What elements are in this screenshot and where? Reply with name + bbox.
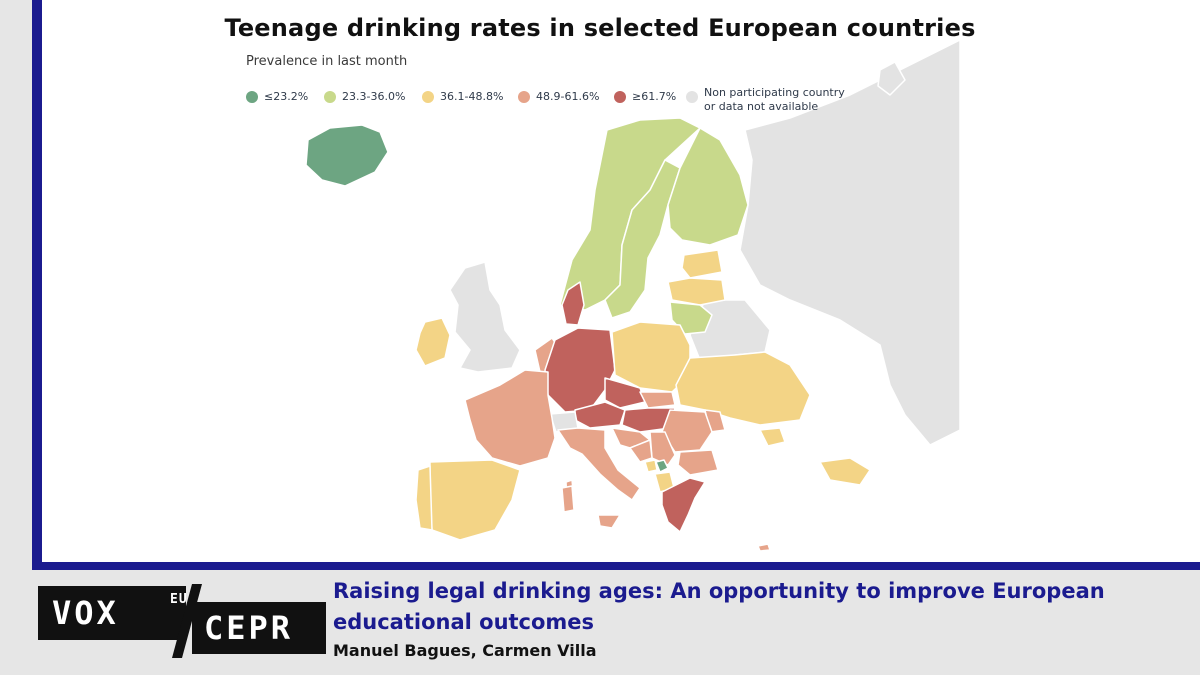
- legend-label: ≤23.2%: [264, 90, 309, 103]
- legend-item-2: 23.3-36.0%: [324, 86, 405, 104]
- region-ireland: [415, 317, 451, 367]
- region-cyprus: [757, 543, 771, 552]
- region-ukraine: [675, 351, 811, 426]
- voxeu-logo[interactable]: VOX EU: [38, 586, 188, 640]
- legend-label: 36.1-48.8%: [440, 90, 504, 103]
- region-united-kingdom: [449, 261, 521, 373]
- legend-item-1: ≤23.2%: [246, 86, 308, 104]
- legend-swatch: [422, 91, 434, 103]
- legend-label: 48.9-61.6%: [536, 90, 600, 103]
- region-turkey: [819, 457, 871, 486]
- region-france: [464, 369, 556, 467]
- legend-item-5: ≥61.7%: [614, 86, 676, 104]
- legend-swatch: [324, 91, 336, 103]
- cepr-logo[interactable]: CEPR: [192, 602, 326, 654]
- logo-eu-text: EU: [170, 592, 188, 607]
- region-finland: [667, 127, 749, 246]
- region-greece: [661, 477, 706, 533]
- map-title: Teenage drinking rates in selected Europ…: [224, 14, 976, 42]
- legend-swatch: [614, 91, 626, 103]
- legend-label: ≥61.7%: [632, 90, 677, 103]
- article-title[interactable]: Raising legal drinking ages: An opportun…: [333, 579, 1105, 634]
- region-iceland: [305, 124, 389, 187]
- region-montenegro: [644, 459, 658, 473]
- logo-cepr-text: CEPR: [204, 609, 294, 647]
- region-kosovo: [655, 459, 669, 473]
- legend-item-6: Non participating country or data not av…: [686, 86, 854, 114]
- legend-item-4: 48.9-61.6%: [518, 86, 599, 104]
- legend-swatch: [518, 91, 530, 103]
- region-denmark: [561, 281, 585, 326]
- region-sweden: [604, 159, 681, 319]
- logo-vox-text: VOX: [52, 594, 119, 632]
- region-bulgaria: [677, 449, 719, 476]
- legend-label: 23.3-36.0%: [342, 90, 406, 103]
- legend-title: Prevalence in last month: [246, 54, 408, 69]
- europe-map: [305, 39, 961, 552]
- region-sicily: [597, 514, 621, 529]
- region-estonia: [681, 249, 723, 279]
- legend-swatch: [686, 91, 698, 103]
- region-bosnia: [629, 439, 653, 463]
- region-novaya-zemlya: [877, 61, 906, 96]
- legend-item-3: 36.1-48.8%: [422, 86, 503, 104]
- legend-label: Non participating country or data not av…: [704, 86, 845, 113]
- region-spain: [429, 459, 521, 541]
- region-sardinia: [561, 485, 575, 513]
- region-italy: [557, 427, 641, 501]
- region-latvia: [667, 277, 726, 306]
- legend-swatch: [246, 91, 258, 103]
- article-authors: Manuel Bagues, Carmen Villa: [333, 641, 597, 660]
- region-slovakia: [639, 391, 676, 409]
- region-czechia: [604, 377, 646, 409]
- region-crimea: [759, 427, 786, 447]
- region-portugal: [415, 465, 433, 531]
